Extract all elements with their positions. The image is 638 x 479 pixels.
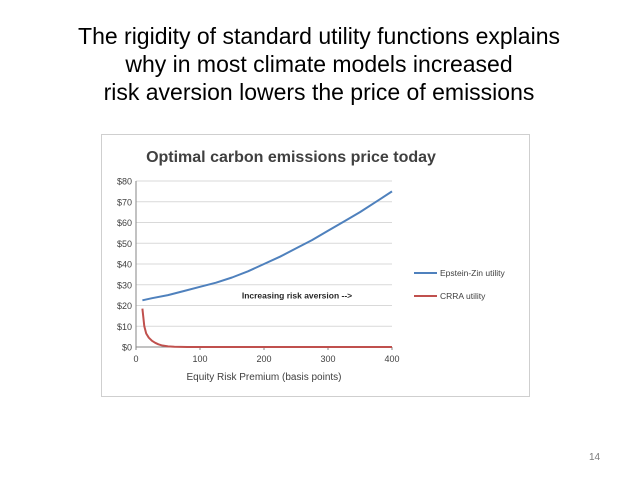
legend-label-1: CRRA utility xyxy=(440,291,486,301)
y-tick-label-7: $70 xyxy=(117,197,132,207)
x-tick-label-4: 400 xyxy=(384,354,399,364)
y-tick-label-0: $0 xyxy=(122,343,132,353)
x-tick-label-0: 0 xyxy=(133,354,138,364)
chart-annotation: Increasing risk aversion --> xyxy=(242,290,352,300)
y-tick-label-6: $60 xyxy=(117,218,132,228)
x-tick-label-1: 100 xyxy=(192,354,207,364)
series-line-crra xyxy=(141,308,392,348)
y-tick-label-1: $10 xyxy=(117,322,132,332)
x-tick-label-3: 300 xyxy=(320,354,335,364)
x-tick-label-2: 200 xyxy=(256,354,271,364)
x-axis-label: Equity Risk Premium (basis points) xyxy=(186,372,341,383)
slide-title-line-3: risk aversion lowers the price of emissi… xyxy=(103,79,535,105)
y-tick-label-8: $80 xyxy=(117,177,132,187)
y-tick-label-3: $30 xyxy=(117,280,132,290)
chart-title: Optimal carbon emissions price today xyxy=(146,149,436,166)
slide-title: The rigidity of standard utility functio… xyxy=(0,22,638,106)
series-line-epstein-zin xyxy=(142,190,393,302)
chart-container: Optimal carbon emissions price today $0 $1… xyxy=(101,134,530,397)
y-tick-label-5: $50 xyxy=(117,239,132,249)
y-tick-label-2: $20 xyxy=(117,301,132,311)
y-tick-label-4: $40 xyxy=(117,260,132,270)
slide-title-line-1: The rigidity of standard utility functio… xyxy=(78,23,560,49)
legend-label-0: Epstein-Zin utility xyxy=(440,268,505,278)
line-chart: Optimal carbon emissions price today $0 $1… xyxy=(117,149,505,383)
page-number: 14 xyxy=(589,452,601,463)
slide-title-line-2: why in most climate models increased xyxy=(125,51,513,77)
